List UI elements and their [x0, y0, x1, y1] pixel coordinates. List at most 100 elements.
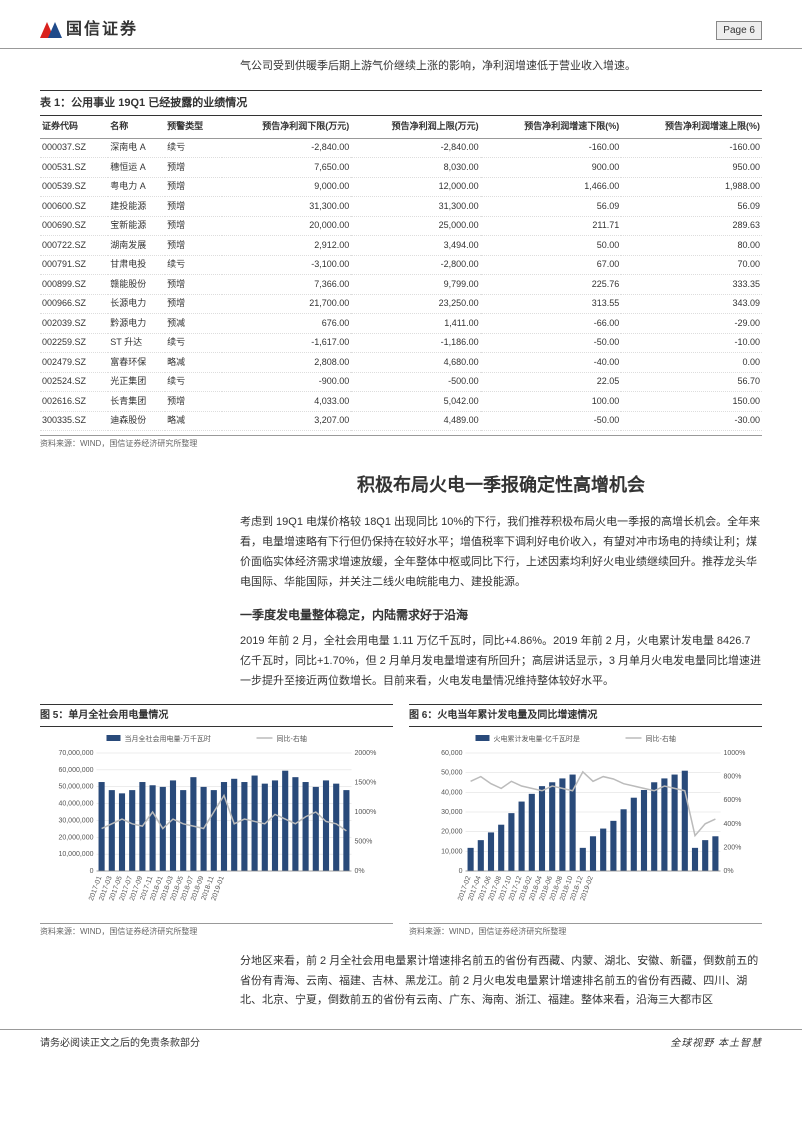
section-heading: 积极布局火电一季报确定性高增机会	[240, 472, 762, 499]
table-cell: -29.00	[621, 314, 762, 334]
table-cell: 2,912.00	[222, 236, 351, 256]
svg-text:0%: 0%	[724, 868, 734, 875]
table-cell: 002616.SZ	[40, 392, 108, 412]
svg-text:50,000,000: 50,000,000	[58, 783, 93, 790]
table-cell: -1,617.00	[222, 333, 351, 353]
svg-text:10,000,000: 10,000,000	[58, 851, 93, 858]
table1-col-header: 预告净利润增速上限(%)	[621, 116, 762, 138]
footer-tagline: 全球视野 本土智慧	[670, 1036, 762, 1051]
table-cell: 676.00	[222, 314, 351, 334]
table-cell: 950.00	[621, 158, 762, 178]
table-cell: 预增	[165, 392, 222, 412]
table-cell: 长青集团	[108, 392, 165, 412]
table-cell: 2,808.00	[222, 353, 351, 373]
table-cell: -1,186.00	[351, 333, 480, 353]
page-footer: 请务必阅读正文之后的免责条款部分 全球视野 本土智慧	[0, 1029, 802, 1069]
svg-text:20,000: 20,000	[441, 828, 463, 835]
table-cell: -3,100.00	[222, 255, 351, 275]
table-row: 000722.SZ湖南发展预增2,912.003,494.0050.0080.0…	[40, 236, 762, 256]
table-cell: 56.09	[481, 197, 622, 217]
table-cell: 4,680.00	[351, 353, 480, 373]
table-cell: 续亏	[165, 255, 222, 275]
table-cell: 甘肃电投	[108, 255, 165, 275]
svg-text:60,000,000: 60,000,000	[58, 767, 93, 774]
chart6: 火电累计发电量-亿千瓦时是同比-右轴010,00020,00030,00040,…	[409, 731, 762, 921]
table-row: 002259.SZST 升达续亏-1,617.00-1,186.00-50.00…	[40, 333, 762, 353]
svg-text:当月全社会用电量-万千瓦时: 当月全社会用电量-万千瓦时	[125, 734, 211, 743]
table-cell: 1,988.00	[621, 177, 762, 197]
table-cell: -40.00	[481, 353, 622, 373]
table-row: 000539.SZ粤电力 A预增9,000.0012,000.001,466.0…	[40, 177, 762, 197]
svg-text:火电累计发电量-亿千瓦时是: 火电累计发电量-亿千瓦时是	[494, 734, 580, 743]
logo-icon	[40, 22, 62, 38]
table-row: 002479.SZ富春环保略减2,808.004,680.00-40.000.0…	[40, 353, 762, 373]
table-cell: 7,366.00	[222, 275, 351, 295]
table-cell: 56.09	[621, 197, 762, 217]
table-cell: 000531.SZ	[40, 158, 108, 178]
table1-col-header: 预警类型	[165, 116, 222, 138]
table-cell: 9,799.00	[351, 275, 480, 295]
svg-text:40,000,000: 40,000,000	[58, 800, 93, 807]
table-cell: -900.00	[222, 372, 351, 392]
table-cell: 穗恒运 A	[108, 158, 165, 178]
table-cell: 12,000.00	[351, 177, 480, 197]
table-cell: 70.00	[621, 255, 762, 275]
svg-text:500%: 500%	[355, 838, 373, 845]
svg-text:20,000,000: 20,000,000	[58, 834, 93, 841]
charts-row: 图 5：单月全社会用电量情况 当月全社会用电量-万千瓦时同比-右轴010,000…	[40, 704, 762, 938]
table1-col-header: 预告净利润上限(万元)	[351, 116, 480, 138]
table-cell: 56.70	[621, 372, 762, 392]
table-cell: -160.00	[621, 138, 762, 158]
table-cell: 000539.SZ	[40, 177, 108, 197]
table-cell: 预减	[165, 314, 222, 334]
svg-text:1000%: 1000%	[724, 750, 746, 757]
table-cell: 80.00	[621, 236, 762, 256]
table-cell: 100.00	[481, 392, 622, 412]
table-cell: 21,700.00	[222, 294, 351, 314]
table-cell: 67.00	[481, 255, 622, 275]
table-cell: 000600.SZ	[40, 197, 108, 217]
logo-area: 国信证券	[40, 18, 138, 42]
table-row: 000966.SZ长源电力预增21,700.0023,250.00313.553…	[40, 294, 762, 314]
chart6-title: 图 6：火电当年累计发电量及同比增速情况	[409, 704, 762, 727]
page-header: 国信证券 Page 6	[0, 0, 802, 49]
table1-col-header: 预告净利润下限(万元)	[222, 116, 351, 138]
svg-text:60,000: 60,000	[441, 750, 463, 757]
table-row: 300335.SZ迪森股份略减3,207.004,489.00-50.00-30…	[40, 411, 762, 431]
table-cell: -160.00	[481, 138, 622, 158]
table-cell: 211.71	[481, 216, 622, 236]
table-cell: 光正集团	[108, 372, 165, 392]
table-cell: 23,250.00	[351, 294, 480, 314]
svg-text:800%: 800%	[724, 773, 742, 780]
table-cell: 预增	[165, 216, 222, 236]
table-row: 002616.SZ长青集团预增4,033.005,042.00100.00150…	[40, 392, 762, 412]
table-cell: 湖南发展	[108, 236, 165, 256]
table-cell: 预增	[165, 236, 222, 256]
svg-text:2000%: 2000%	[355, 750, 377, 757]
page-number: Page 6	[716, 21, 762, 40]
svg-text:1500%: 1500%	[355, 779, 377, 786]
svg-text:30,000,000: 30,000,000	[58, 817, 93, 824]
table-cell: 8,030.00	[351, 158, 480, 178]
section-subheading: 一季度发电量整体稳定，内陆需求好于沿海	[240, 606, 762, 624]
table-row: 000600.SZ建投能源预增31,300.0031,300.0056.0956…	[40, 197, 762, 217]
table-cell: 3,494.00	[351, 236, 480, 256]
table-cell: 000690.SZ	[40, 216, 108, 236]
section-para-3: 分地区来看，前 2 月全社会用电量累计增速排名前五的省份有西藏、内蒙、湖北、安徽…	[240, 952, 762, 1011]
table1-source: 资料来源：WIND，国信证券经济研究所整理	[40, 435, 762, 450]
table1-col-header: 证券代码	[40, 116, 108, 138]
table-cell: 略减	[165, 353, 222, 373]
table-cell: -2,840.00	[351, 138, 480, 158]
table-cell: 289.63	[621, 216, 762, 236]
table-row: 000037.SZ深南电 A续亏-2,840.00-2,840.00-160.0…	[40, 138, 762, 158]
table-cell: 50.00	[481, 236, 622, 256]
table-cell: -50.00	[481, 333, 622, 353]
table-cell: 000899.SZ	[40, 275, 108, 295]
table-cell: 预增	[165, 158, 222, 178]
table-cell: 343.09	[621, 294, 762, 314]
table-cell: -500.00	[351, 372, 480, 392]
svg-text:200%: 200%	[724, 844, 742, 851]
table-cell: 预增	[165, 275, 222, 295]
table-cell: 深南电 A	[108, 138, 165, 158]
svg-text:0: 0	[90, 868, 94, 875]
